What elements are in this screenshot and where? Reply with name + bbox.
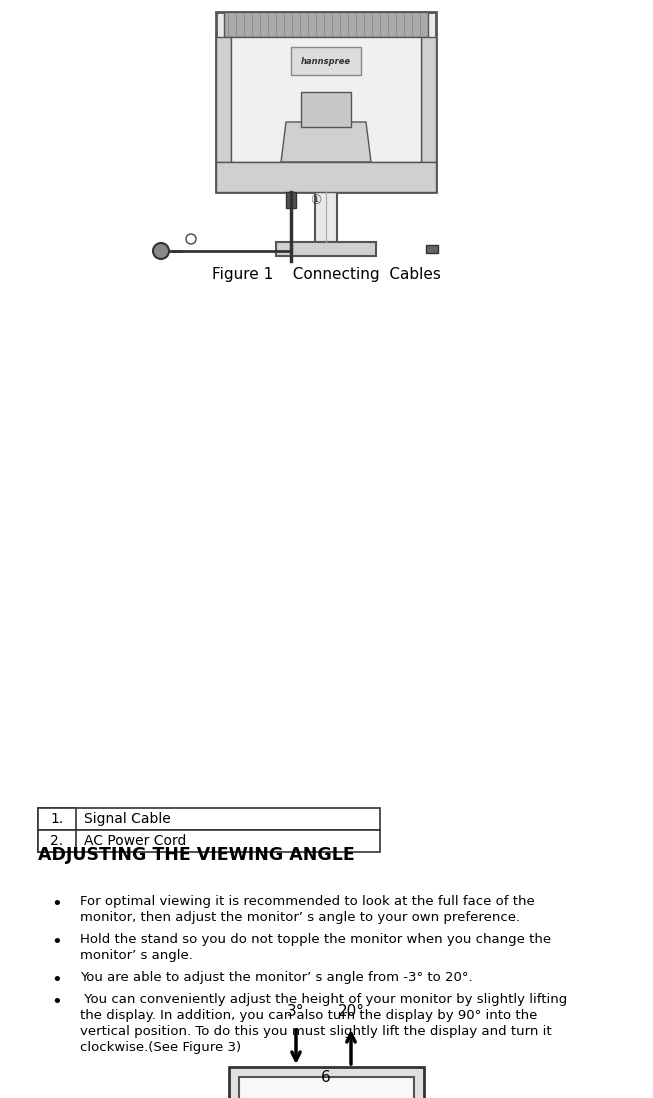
- Text: 1.: 1.: [50, 813, 63, 826]
- Bar: [291, 47, 361, 75]
- Text: 3°: 3°: [287, 1004, 305, 1019]
- Text: AC Power Cord: AC Power Cord: [84, 834, 186, 848]
- Bar: [38, 830, 380, 852]
- Text: hannspree: hannspree: [301, 56, 351, 66]
- Polygon shape: [281, 122, 371, 163]
- Text: You can conveniently adjust the height of your monitor by slightly lifting: You can conveniently adjust the height o…: [80, 993, 567, 1006]
- Text: •: •: [51, 993, 62, 1011]
- Bar: [38, 808, 76, 830]
- Bar: [238, 1077, 413, 1098]
- Bar: [231, 37, 421, 163]
- Text: For optimal viewing it is recommended to look at the full face of the: For optimal viewing it is recommended to…: [80, 895, 535, 908]
- Bar: [224, 12, 428, 37]
- Text: ①: ①: [310, 194, 322, 208]
- Circle shape: [153, 243, 169, 259]
- Bar: [315, 192, 337, 242]
- Text: Figure 1    Connecting  Cables: Figure 1 Connecting Cables: [212, 268, 440, 282]
- Text: vertical position. To do this you must slightly lift the display and turn it: vertical position. To do this you must s…: [80, 1026, 552, 1038]
- Text: clockwise.(See Figure 3): clockwise.(See Figure 3): [80, 1041, 241, 1054]
- Text: 6: 6: [321, 1071, 331, 1086]
- Bar: [301, 92, 351, 127]
- Bar: [216, 12, 436, 192]
- Text: You are able to adjust the monitor’ s angle from -3° to 20°.: You are able to adjust the monitor’ s an…: [80, 971, 473, 984]
- Text: 20°: 20°: [338, 1004, 364, 1019]
- Text: ADJUSTING THE VIEWING ANGLE: ADJUSTING THE VIEWING ANGLE: [38, 845, 355, 864]
- Text: Signal Cable: Signal Cable: [84, 813, 170, 826]
- Bar: [421, 37, 436, 163]
- Text: Hold the stand so you do not topple the monitor when you change the: Hold the stand so you do not topple the …: [80, 933, 551, 946]
- Bar: [38, 808, 380, 830]
- Text: 2.: 2.: [50, 834, 63, 848]
- Text: •: •: [51, 895, 62, 914]
- Text: •: •: [51, 933, 62, 951]
- Bar: [216, 37, 231, 163]
- Text: monitor’ s angle.: monitor’ s angle.: [80, 949, 193, 962]
- Text: •: •: [51, 971, 62, 989]
- Text: monitor, then adjust the monitor’ s angle to your own preference.: monitor, then adjust the monitor’ s angl…: [80, 911, 520, 925]
- Bar: [276, 242, 376, 256]
- Text: the display. In addition, you can also turn the display by 90° into the: the display. In addition, you can also t…: [80, 1009, 537, 1022]
- Bar: [229, 1067, 424, 1098]
- Bar: [38, 830, 76, 852]
- Bar: [216, 163, 436, 192]
- Bar: [426, 245, 438, 253]
- Bar: [286, 192, 296, 208]
